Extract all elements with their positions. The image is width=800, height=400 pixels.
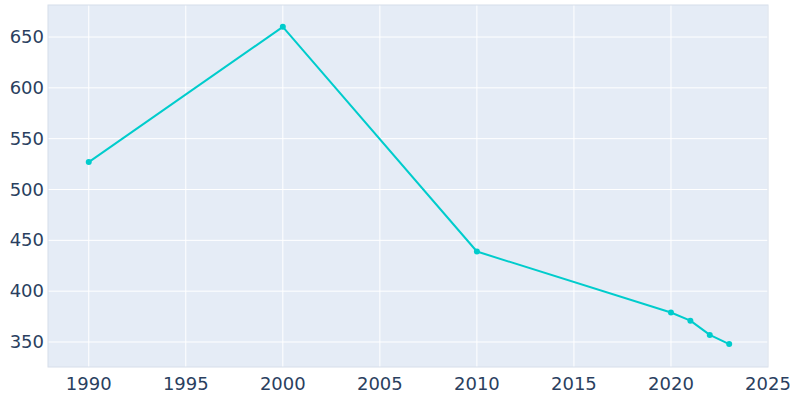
line-point: [707, 332, 713, 338]
y-grid-line: [48, 138, 768, 139]
y-tick-label: 550: [10, 128, 44, 149]
x-grid-line: [379, 5, 380, 367]
line-point: [668, 310, 674, 316]
chart-container: 1990 1995 2000 2005 2010 2015 2020 2025 350 400 45…: [0, 0, 800, 400]
y-tick-label: 650: [10, 26, 44, 47]
y-tick-label: 400: [10, 280, 44, 301]
y-tick-label: 350: [10, 331, 44, 352]
x-tick-label: 2015: [551, 373, 597, 394]
x-grid-line: [282, 5, 283, 367]
line-point: [86, 159, 92, 165]
data-layer: [86, 24, 732, 347]
y-grid-line: [48, 37, 768, 38]
y-grid-line: [48, 240, 768, 241]
y-grid-line: [48, 291, 768, 292]
grid: [48, 5, 768, 367]
chart-svg: 1990 1995 2000 2005 2010 2015 2020 2025 350 400 45…: [0, 0, 800, 400]
plot-frame: [48, 5, 768, 367]
x-tick-label: 2025: [745, 373, 791, 394]
y-grid-line: [48, 189, 768, 190]
x-tick-label: 2020: [648, 373, 694, 394]
line-point: [726, 341, 732, 347]
y-tick-label: 450: [10, 229, 44, 250]
x-tick-label: 2000: [260, 373, 306, 394]
x-tick-label: 1990: [66, 373, 112, 394]
line-series: [89, 27, 729, 344]
y-grid-line: [48, 341, 768, 342]
x-grid-line: [573, 5, 574, 367]
y-tick-label: 500: [10, 179, 44, 200]
x-grid-line: [88, 5, 89, 367]
x-grid-line: [185, 5, 186, 367]
x-grid-line: [476, 5, 477, 367]
plot-background: [48, 5, 768, 367]
tick-labels: 1990 1995 2000 2005 2010 2015 2020 2025 350 400 45…: [10, 26, 791, 394]
y-grid-line: [48, 87, 768, 88]
line-point: [687, 318, 693, 324]
x-tick-label: 2010: [454, 373, 500, 394]
line-point: [280, 24, 286, 30]
x-tick-label: 1995: [163, 373, 209, 394]
y-tick-label: 600: [10, 77, 44, 98]
x-tick-label: 2005: [357, 373, 403, 394]
line-point: [474, 249, 480, 255]
